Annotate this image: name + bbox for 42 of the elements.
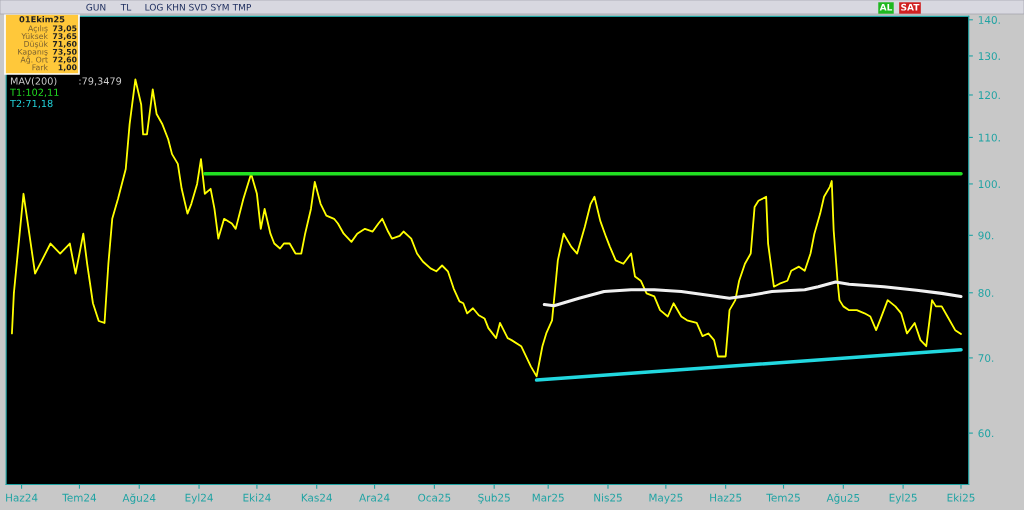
x-tick-label: Kas24 <box>301 493 332 502</box>
x-tick-label: Haz24 <box>6 493 38 502</box>
x-tick-label: Eki25 <box>947 493 975 502</box>
y-tick-label: 120. <box>978 91 1000 100</box>
text: SVD <box>189 3 207 11</box>
x-tick-label: Oca25 <box>418 493 451 502</box>
y-tick-label: 100. <box>978 180 1000 189</box>
line-series <box>542 280 963 308</box>
text: MAV(200) <box>10 77 57 86</box>
text: KHN <box>167 3 185 11</box>
x-tick-label: Şub25 <box>478 493 510 504</box>
text: SAT <box>901 3 920 11</box>
y-tick-label: 130. <box>978 52 1000 61</box>
x-tick-label: Eyl25 <box>889 493 917 504</box>
text: TMP <box>232 3 252 11</box>
y-tick-label: 70. <box>978 354 994 363</box>
annotation: 01Ekim25 <box>19 15 65 23</box>
y-tick-label: 60. <box>978 429 994 438</box>
text: T2:71,18 <box>9 99 53 109</box>
y-tick-label: 110. <box>978 133 1000 142</box>
x-tick-label: Ara24 <box>359 493 390 502</box>
x-tick-label: Ağu24 <box>122 493 156 504</box>
x-tick-label: Eki24 <box>243 493 271 502</box>
y-tick-label: 140. <box>978 16 1000 24</box>
x-tick-label: Nis25 <box>594 493 622 502</box>
x-tick-label: Tem24 <box>62 493 97 502</box>
x-tick-label: Eyl24 <box>185 493 213 504</box>
text: AL <box>879 3 893 11</box>
annotation: :79,3479 <box>79 77 122 86</box>
text: TL <box>120 3 132 11</box>
x-tick-label: Mar25 <box>532 493 564 502</box>
line-series <box>11 78 962 378</box>
y-tick-label: 80. <box>978 289 994 297</box>
text: GUN <box>86 3 106 11</box>
x-tick-label: Haz25 <box>710 493 742 502</box>
text: LOG <box>145 3 163 11</box>
text: SYM <box>211 3 229 11</box>
x-tick-label: Tem25 <box>766 493 800 502</box>
text: T1:102,11 <box>9 88 59 97</box>
y-tick-label: 90. <box>978 231 994 240</box>
x-tick-label: May25 <box>649 493 683 504</box>
x-tick-label: Ağu25 <box>826 493 860 504</box>
